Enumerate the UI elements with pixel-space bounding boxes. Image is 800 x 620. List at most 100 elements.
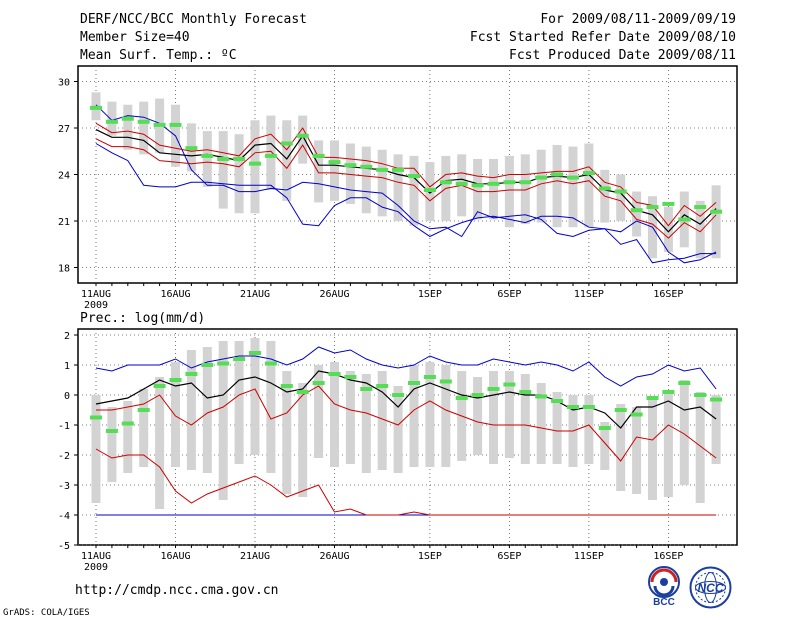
ensemble-box (584, 143, 594, 228)
ensemble-box (632, 191, 642, 237)
ensemble-box (473, 377, 483, 455)
x-tick-label: 11SEP (574, 289, 604, 300)
ensemble-box (282, 371, 292, 494)
ensemble-box (202, 131, 212, 187)
grads-credit: GrADS: COLA/IGES (3, 608, 90, 618)
observation-marker (392, 393, 405, 397)
source-url[interactable]: http://cmdp.ncc.cma.gov.cn (75, 583, 279, 598)
x-tick-label: 16AUG (160, 289, 190, 300)
ensemble-box (711, 395, 721, 464)
ensemble-box (663, 207, 673, 252)
observation-marker (344, 163, 357, 168)
ensemble-box (171, 362, 180, 467)
observation-marker (582, 405, 595, 409)
observation-marker (710, 397, 723, 402)
observation-marker (328, 160, 341, 165)
observation-marker (678, 381, 691, 385)
ensemble-box (298, 115, 308, 164)
observation-marker (201, 363, 214, 367)
observation-marker (471, 393, 484, 397)
ensemble-box (186, 350, 196, 470)
ensemble-box (632, 407, 642, 494)
observation-marker (614, 189, 627, 194)
max-line (95, 346, 717, 390)
observation-marker (312, 153, 325, 158)
observation-marker (646, 396, 659, 400)
ensemble-box (393, 386, 403, 473)
ensemble-box (361, 146, 371, 214)
ensemble-box (584, 395, 594, 464)
observation-marker (662, 201, 675, 206)
observation-marker (598, 186, 611, 191)
observation-marker (582, 170, 595, 175)
ensemble-box (616, 174, 626, 221)
observation-marker (567, 405, 579, 409)
variable-label: Mean Surf. Temp.: ºC (80, 48, 237, 63)
observation-marker (471, 183, 484, 188)
ensemble-box (282, 120, 292, 201)
observation-marker (392, 167, 405, 172)
ensemble-box (536, 383, 546, 464)
observation-marker (264, 153, 277, 158)
ensemble-box (711, 185, 721, 259)
y-tick-label: 27 (58, 124, 70, 135)
ensemble-box (361, 374, 371, 473)
observation-marker (249, 161, 261, 166)
ensemble-box (409, 155, 419, 226)
ensemble-box (330, 140, 339, 201)
ensemble-box (520, 154, 530, 225)
ensemble-box (473, 159, 483, 220)
observation-marker (249, 351, 261, 355)
ensemble-box (139, 101, 149, 155)
ensemble-box (568, 146, 578, 228)
observation-marker (535, 175, 548, 180)
ensemble-box (250, 120, 260, 214)
observation-marker (662, 390, 675, 394)
x-tick-label: 21AUG (240, 551, 270, 562)
observation-marker (185, 372, 198, 376)
max-line (95, 104, 717, 264)
ensemble-box (266, 341, 276, 473)
ensemble-box (695, 200, 705, 259)
observation-marker (169, 122, 182, 127)
observation-marker (630, 412, 643, 417)
y-tick-label: 0 (64, 391, 70, 402)
spread-low-line (95, 448, 717, 516)
ensemble-box (345, 143, 355, 204)
observation-marker (360, 164, 373, 169)
ensemble-box (234, 341, 244, 464)
observation-marker (503, 180, 516, 185)
observation-marker (280, 384, 293, 388)
observation-marker (439, 379, 452, 384)
ensemble-box (504, 371, 514, 458)
x-tick-label: 21AUG (240, 289, 270, 300)
observation-marker (328, 372, 341, 376)
y-tick-label: 21 (58, 217, 70, 228)
observation-marker (598, 426, 611, 430)
x-year-label: 2009 (84, 562, 108, 573)
ensemble-box (234, 134, 244, 214)
x-tick-label: 26AUG (319, 551, 349, 562)
y-tick-label: 1 (64, 361, 70, 372)
observation-marker (694, 205, 707, 210)
ensemble-box (330, 362, 339, 467)
y-tick-label: -3 (58, 481, 70, 492)
y-tick-label: -5 (58, 541, 70, 552)
observation-marker (217, 157, 230, 161)
ensemble-box (218, 131, 228, 209)
observation-marker (487, 387, 500, 391)
ensemble-box (123, 401, 133, 473)
observation-marker (376, 167, 389, 172)
y-tick-label: -1 (58, 421, 70, 432)
observation-marker (153, 122, 166, 127)
ensemble-box (600, 422, 610, 470)
ensemble-box (504, 155, 514, 228)
x-tick-label: 11SEP (574, 551, 604, 562)
ensemble-box (107, 407, 117, 482)
x-tick-label: 1SEP (418, 289, 442, 300)
ensemble-box (123, 104, 133, 150)
spread-high-line (96, 385, 717, 462)
observation-marker (519, 180, 532, 185)
observation-marker (360, 387, 373, 391)
ensemble-box (489, 371, 498, 464)
